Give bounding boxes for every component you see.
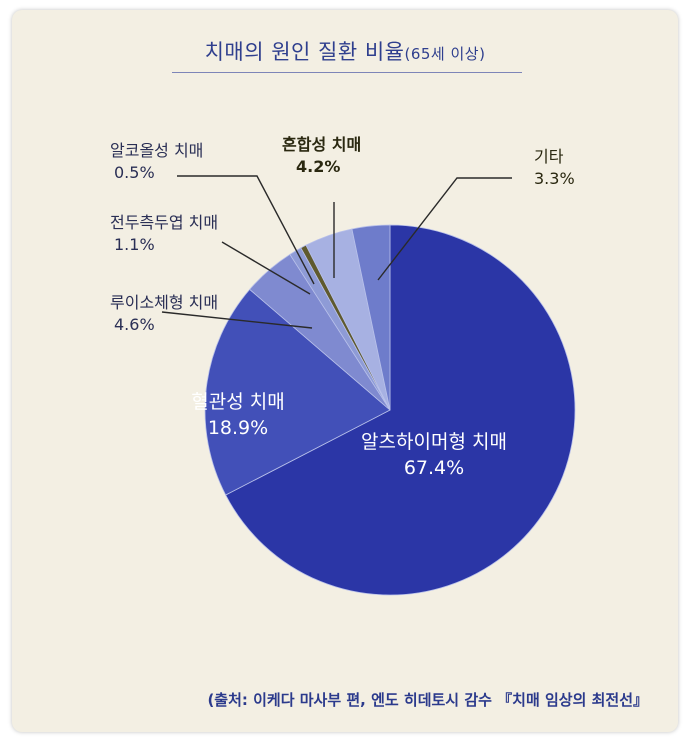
pie-slice-alzheimer — [225, 224, 576, 596]
slice-value-frontotemporal: 1.1% — [114, 235, 155, 254]
title-underline — [172, 72, 522, 73]
slice-value-vascular: 18.9% — [208, 417, 268, 439]
leader-line-other — [377, 177, 512, 281]
slice-label-lewy-body: 루이소체형 치매 4.6% — [110, 293, 218, 334]
pie-chart: 알츠하이머형 치매 67.4% 혈관성 치매 18.9% 루이소체형 치매 4.6% 전두측… — [110, 135, 576, 596]
slice-label-vascular: 혈관성 치매 18.9% — [191, 391, 284, 439]
slice-name-other: 기타 — [534, 147, 564, 166]
leader-line-alcoholic — [177, 175, 315, 285]
slice-value-alzheimer: 67.4% — [404, 457, 464, 479]
slice-name-lewy-body: 루이소체형 치매 — [110, 293, 218, 312]
slice-label-mixed: 혼합성 치매 4.2% — [282, 135, 361, 176]
slice-label-alzheimer: 알츠하이머형 치매 67.4% — [361, 431, 507, 479]
source-note: (출처: 이케다 마사부 편, 엔도 히데토시 감수 『치매 임상의 최전선』 — [207, 691, 648, 709]
slice-value-other: 3.3% — [534, 169, 575, 188]
slice-name-mixed: 혼합성 치매 — [282, 135, 361, 154]
chart-subtitle: (65세 이상) — [404, 45, 486, 63]
slice-label-alcoholic: 알코올성 치매 0.5% — [110, 141, 203, 182]
slice-value-lewy-body: 4.6% — [114, 315, 155, 334]
slice-name-vascular: 혈관성 치매 — [191, 391, 284, 413]
slice-label-frontotemporal: 전두측두엽 치매 1.1% — [110, 213, 218, 254]
leader-line-frontotemporal — [221, 241, 311, 295]
pie-slice-vascular — [204, 288, 391, 496]
slice-value-alcoholic: 0.5% — [114, 163, 155, 182]
chart-title-main: 치매의 원인 질환 비율 — [204, 40, 405, 64]
pie-slice-other — [351, 224, 391, 411]
slice-name-frontotemporal: 전두측두엽 치매 — [110, 213, 218, 232]
slice-value-mixed: 4.2% — [296, 157, 340, 176]
slice-name-alzheimer: 알츠하이머형 치매 — [361, 431, 507, 453]
chart-title: 치매의 원인 질환 비율(65세 이상) — [12, 36, 678, 66]
slice-label-other: 기타 3.3% — [534, 147, 575, 188]
chart-card: 치매의 원인 질환 비율(65세 이상) 알츠하이머형 치매 67.4% 혈관성 치… — [12, 10, 678, 732]
slice-name-alcoholic: 알코올성 치매 — [110, 141, 203, 160]
leader-line-lewy-body — [161, 311, 313, 329]
